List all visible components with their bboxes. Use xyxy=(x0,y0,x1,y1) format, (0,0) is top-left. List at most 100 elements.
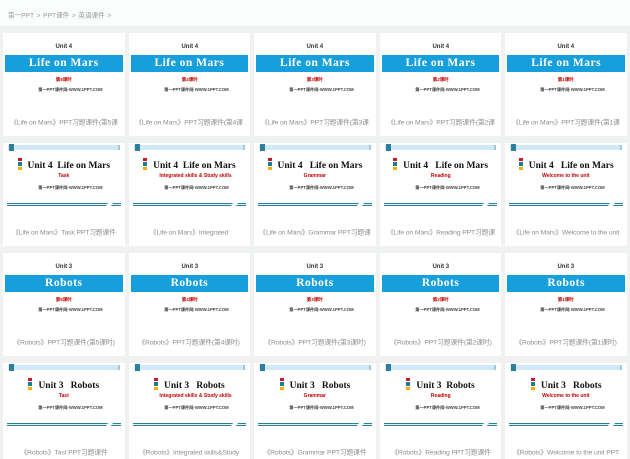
slide-thumbnail[interactable]: Unit 3 Robots Welcome to the unit 第一PPT课… xyxy=(505,363,627,439)
slide-thumbnail[interactable]: Unit 4 Life on Mars Welcome to the unit … xyxy=(505,143,627,219)
breadcrumb-item-ppt-courseware[interactable]: PPT课件 xyxy=(43,12,70,20)
ppt-item-card[interactable]: Unit 3 Robots 第3课时 第一PPT课件网-WWW.1PPT.COM… xyxy=(254,253,376,356)
slide-site-watermark: 第一PPT课件网-WWW.1PPT.COM xyxy=(415,185,480,191)
ppt-item-title-link[interactable]: 《Life on Mars》Task PPT习题课件 xyxy=(11,229,116,237)
slide-title-text: Unit 4 Life on Mars xyxy=(277,161,363,171)
ppt-item-title-link[interactable]: 《Life on Mars》PPT习题课件(第1课 xyxy=(512,119,621,127)
slide-thumbnail[interactable]: Unit 3 Robots Tast 第一PPT课件网-WWW.1PPT.COM xyxy=(3,363,125,439)
slide-title-text: Unit 3 Robots xyxy=(416,381,475,391)
ppt-item-card[interactable]: Unit 4 Life on Mars Reading 第一PPT课件网-WWW… xyxy=(379,143,502,246)
ppt-item-card[interactable]: Unit 3 Robots Tast 第一PPT课件网-WWW.1PPT.COM… xyxy=(3,363,125,459)
slide-lesson-label: 第1课时 xyxy=(558,297,575,303)
breadcrumb-item-english-courseware[interactable]: 英语课件 xyxy=(78,12,105,20)
slide-subtitle-label: Tast xyxy=(58,393,69,399)
ppt-item-title-link[interactable]: 《Life on Mars》PPT习题课件(第2课 xyxy=(386,119,495,127)
ppt-item-card[interactable]: Unit 4 Life on Mars Integrated skills & … xyxy=(128,143,251,246)
slide-unit-label: Unit 3 xyxy=(432,263,449,270)
slide-thumbnail[interactable]: Unit 4 Life on Mars 第3课时 第一PPT课件网-WWW.1P… xyxy=(254,33,376,109)
slide-title-row: Unit 4 Life on Mars xyxy=(505,158,627,171)
slide-site-watermark: 第一PPT课件网-WWW.1PPT.COM xyxy=(289,185,354,191)
slide-title-banner: Robots xyxy=(507,275,625,292)
ppt-item-card[interactable]: Unit 3 Robots 第4课时 第一PPT课件网-WWW.1PPT.COM… xyxy=(128,253,251,356)
slide-thumbnail[interactable]: Unit 4 Life on Mars 第1课时 第一PPT课件网-WWW.1P… xyxy=(505,33,627,109)
slide-thumbnail[interactable]: Unit 4 Life on Mars Task 第一PPT课件网-WWW.1P… xyxy=(3,143,125,219)
ppt-item-card[interactable]: Unit 4 Life on Mars 第4课时 第一PPT课件网-WWW.1P… xyxy=(128,33,251,136)
slide-site-watermark: 第一PPT课件网-WWW.1PPT.COM xyxy=(289,405,354,411)
slide-title-row: Unit 3 Robots xyxy=(129,378,251,391)
slide-thumbnail[interactable]: Unit 4 Life on Mars Reading 第一PPT课件网-WWW… xyxy=(380,143,502,219)
ppt-item-card[interactable]: Unit 3 Robots 第2课时 第一PPT课件网-WWW.1PPT.COM… xyxy=(379,253,502,356)
ppt-item-title-link[interactable]: 《Robots》PPT习题课件(第4课时) xyxy=(138,339,241,347)
breadcrumb: 第一PPT > PPT课件 > 英语课件 > xyxy=(8,10,602,20)
slide-divider-line xyxy=(383,203,498,206)
slide-unit-label: Unit 3 xyxy=(306,263,324,270)
ppt-item-title-link[interactable]: 《Life on Mars》PPT习题课件(第5课 xyxy=(9,119,118,127)
ppt-item-title-link[interactable]: 《Life on Mars》Grammar PPT习题课 xyxy=(259,229,371,237)
ppt-item-title-link[interactable]: 《Robots》PPT习题课件(第5课时) xyxy=(13,339,115,347)
slide-thumbnail[interactable]: Unit 4 Life on Mars Integrated skills & … xyxy=(129,143,251,219)
ppt-item-title-link[interactable]: 《Life on Mars》Welcome to the unit xyxy=(512,229,620,237)
ppt-item-card[interactable]: Unit 4 Life on Mars Task 第一PPT课件网-WWW.1P… xyxy=(3,143,125,246)
slide-lesson-label: 第1课时 xyxy=(558,77,575,83)
ppt-item-title-link[interactable]: 《Robots》PPT习题课件(第1课时) xyxy=(515,339,617,347)
slide-title-text: Unit 3 Robots xyxy=(540,381,602,391)
slide-lesson-label: 第4课时 xyxy=(181,297,198,303)
slide-site-watermark: 第一PPT课件网-WWW.1PPT.COM xyxy=(38,185,103,191)
slide-thumbnail[interactable]: Unit 3 Robots 第1课时 第一PPT课件网-WWW.1PPT.COM xyxy=(505,253,627,329)
slide-title-row: Unit 4 Life on Mars xyxy=(129,158,251,171)
slide-thumbnail[interactable]: Unit 3 Robots 第5课时 第一PPT课件网-WWW.1PPT.COM xyxy=(3,253,125,329)
ppt-item-card[interactable]: Unit 3 Robots 第1课时 第一PPT课件网-WWW.1PPT.COM… xyxy=(505,253,627,356)
breadcrumb-item-home[interactable]: 第一PPT xyxy=(8,12,35,20)
slide-thumbnail[interactable]: Unit 3 Robots Grammar 第一PPT课件网-WWW.1PPT.… xyxy=(254,363,376,439)
ppt-item-card[interactable]: Unit 3 Robots Welcome to the unit 第一PPT课… xyxy=(505,363,627,459)
slide-thumbnail[interactable]: Unit 4 Life on Mars 第4课时 第一PPT课件网-WWW.1P… xyxy=(129,33,251,109)
ppt-item-title-link[interactable]: 《Robots》Welcome to the unit PPT xyxy=(513,449,620,457)
ppt-item-card[interactable]: Unit 4 Life on Mars 第3课时 第一PPT课件网-WWW.1P… xyxy=(254,33,376,136)
ppt-item-card[interactable]: Unit 4 Life on Mars 第2课时 第一PPT课件网-WWW.1P… xyxy=(379,33,502,136)
slide-divider-line xyxy=(258,203,372,206)
slide-top-bar xyxy=(384,364,497,371)
ppt-item-title-link[interactable]: 《Robots》PPT习题课件(第2课时) xyxy=(389,339,492,347)
ppt-item-title-link[interactable]: 《Robots》PPT习题课件(第3课时) xyxy=(264,339,366,347)
ppt-item-card[interactable]: Unit 4 Life on Mars Grammar 第一PPT课件网-WWW… xyxy=(254,143,376,246)
slide-thumbnail[interactable]: Unit 4 Life on Mars 第5课时 第一PPT课件网-WWW.1P… xyxy=(3,33,125,109)
slide-thumbnail[interactable]: Unit 4 Life on Mars Grammar 第一PPT课件网-WWW… xyxy=(254,143,376,219)
ppt-item-title-link[interactable]: 《Life on Mars》PPT习题课件(第3课 xyxy=(261,119,369,127)
slide-site-watermark: 第一PPT课件网-WWW.1PPT.COM xyxy=(38,405,103,411)
slide-title-row: Unit 3 Robots xyxy=(3,378,125,391)
slide-site-watermark: 第一PPT课件网-WWW.1PPT.COM xyxy=(415,307,480,313)
ppt-item-title-link[interactable]: 《Life on Mars》PPT习题课件(第4课 xyxy=(135,119,244,127)
ppt-item-card[interactable]: Unit 3 Robots Integrated skills & Study … xyxy=(128,363,251,459)
slide-lesson-label: 第5课时 xyxy=(55,77,72,83)
slide-divider-line xyxy=(509,203,623,206)
ppt-item-card[interactable]: Unit 4 Life on Mars 第5课时 第一PPT课件网-WWW.1P… xyxy=(3,33,125,136)
slide-thumbnail[interactable]: Unit 4 Life on Mars 第2课时 第一PPT课件网-WWW.1P… xyxy=(380,33,502,109)
ppt-item-title-link[interactable]: 《Robots》Reading PPT习题课件 xyxy=(390,449,491,457)
slide-divider-line xyxy=(509,423,623,426)
ppt-item-card[interactable]: Unit 3 Robots Grammar 第一PPT课件网-WWW.1PPT.… xyxy=(254,363,376,459)
slide-thumbnail[interactable]: Unit 3 Robots 第3课时 第一PPT课件网-WWW.1PPT.COM xyxy=(254,253,376,329)
ppt-item-title-link[interactable]: 《Life on Mars》Integrated xyxy=(150,229,229,237)
slide-thumbnail[interactable]: Unit 3 Robots 第2课时 第一PPT课件网-WWW.1PPT.COM xyxy=(380,253,502,329)
slide-thumbnail[interactable]: Unit 3 Robots 第4课时 第一PPT课件网-WWW.1PPT.COM xyxy=(129,253,251,329)
ppt-item-card[interactable]: Unit 4 Life on Mars Welcome to the unit … xyxy=(505,143,627,246)
slide-subtitle-label: Reading xyxy=(430,173,451,179)
slide-top-bar xyxy=(8,144,120,151)
ppt-item-title-link[interactable]: 《Life on Mars》Reading PPT习题课 xyxy=(386,229,495,237)
slide-lesson-label: 第4课时 xyxy=(181,77,198,83)
color-blocks-icon xyxy=(393,158,398,171)
slide-thumbnail[interactable]: Unit 3 Robots Integrated skills & Study … xyxy=(129,363,251,439)
slide-top-bar xyxy=(510,364,622,371)
ppt-item-title-link[interactable]: 《Robots》Grammar PPT习题课件 xyxy=(263,449,367,457)
ppt-item-card[interactable]: Unit 3 Robots Reading 第一PPT课件网-WWW.1PPT.… xyxy=(379,363,502,459)
slide-title-text: Unit 3 Robots xyxy=(164,381,225,391)
ppt-item-card[interactable]: Unit 4 Life on Mars 第1课时 第一PPT课件网-WWW.1P… xyxy=(505,33,627,136)
slide-thumbnail[interactable]: Unit 3 Robots Reading 第一PPT课件网-WWW.1PPT.… xyxy=(380,363,502,439)
slide-site-watermark: 第一PPT课件网-WWW.1PPT.COM xyxy=(163,185,229,191)
color-blocks-icon xyxy=(518,158,524,171)
ppt-item-title-link[interactable]: 《Robots》Integrated skills&Study xyxy=(139,449,240,457)
ppt-item-card[interactable]: Unit 3 Robots 第5课时 第一PPT课件网-WWW.1PPT.COM… xyxy=(3,253,125,356)
slide-top-bar xyxy=(133,364,246,371)
slide-title-row: Unit 4 Life on Mars xyxy=(254,158,376,171)
ppt-item-title-link[interactable]: 《Robots》Tast PPT习题课件 xyxy=(20,449,108,457)
